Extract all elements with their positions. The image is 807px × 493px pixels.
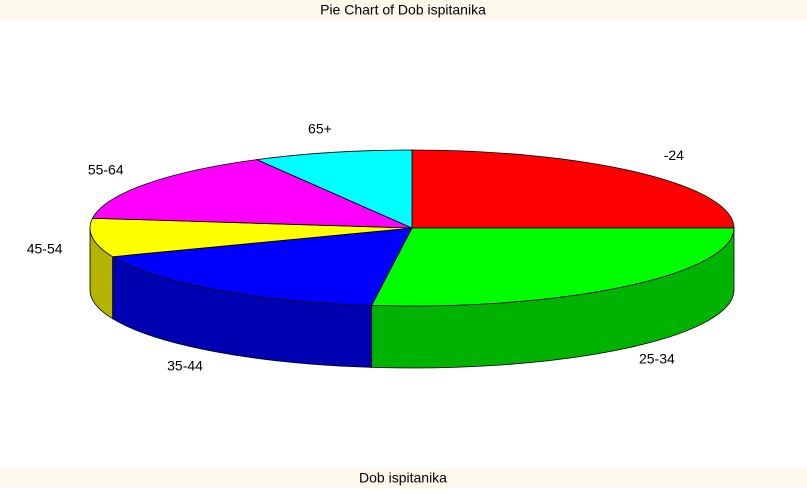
slice-label: 35-44 — [167, 358, 203, 374]
slice — [91, 159, 413, 229]
slice — [370, 227, 735, 307]
slice-label: 25-34 — [639, 351, 675, 367]
slice — [411, 149, 735, 229]
chart-title: Pie Chart of Dob ispitanika — [320, 2, 486, 18]
title-bar — [0, 0, 807, 21]
slice-label: -24 — [664, 147, 684, 163]
footer-bar — [0, 468, 807, 488]
slice — [111, 227, 413, 306]
slice-label: 65+ — [308, 120, 332, 136]
slice — [89, 217, 413, 258]
slice-label: 45-54 — [27, 241, 63, 257]
slice-label: 55-64 — [88, 162, 124, 178]
pie-sides — [89, 227, 735, 369]
slice — [255, 149, 413, 229]
pie-tops — [89, 149, 735, 307]
axis-label: Dob ispitanika — [359, 470, 447, 486]
